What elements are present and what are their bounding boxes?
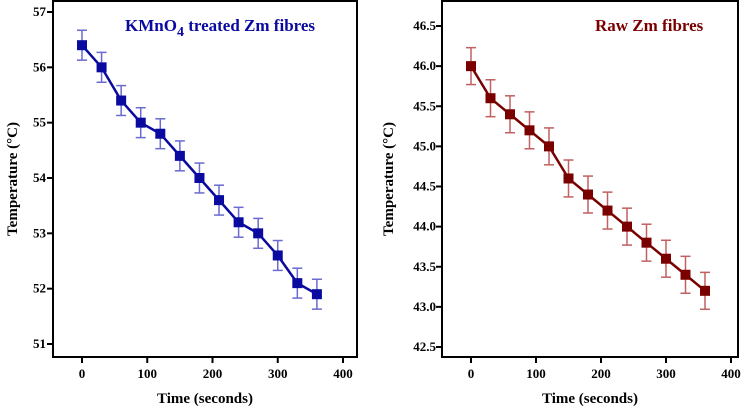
data-point — [602, 205, 613, 216]
x-tick-label: 300 — [656, 366, 676, 381]
x-tick-label: 400 — [333, 366, 353, 381]
data-point — [505, 109, 515, 120]
panel-kmno4: 0 100 200 300 400 51 52 53 54 55 56 57 Time (seconds… — [5, 0, 358, 407]
x-axis-label: Time (seconds) — [157, 391, 253, 407]
data-point — [311, 289, 322, 300]
panel-raw: 0 100 200 300 400 42.5 43.0 43.5 44.0 44.5 45.0 45.… — [381, 0, 741, 407]
data-point — [96, 62, 107, 73]
y-tick-label: 45.5 — [413, 98, 436, 113]
data-point — [174, 150, 185, 161]
data-point — [466, 61, 476, 72]
y-tick-label: 44.5 — [413, 179, 436, 194]
data-point — [641, 237, 652, 248]
x-tick-label: 100 — [138, 366, 158, 381]
x-axis-label: Time (seconds) — [542, 391, 638, 407]
chart-title: KMnO4 treated Zm fibres — [125, 16, 315, 40]
y-tick-label: 52 — [33, 281, 46, 296]
y-tick-label: 42.5 — [413, 339, 436, 354]
y-tick-label: 53 — [33, 225, 47, 240]
x-tick-label: 200 — [591, 366, 611, 381]
data-point — [155, 128, 166, 139]
y-axis-label: Temperature (°C) — [5, 122, 21, 236]
data-point — [233, 217, 244, 228]
data-point — [661, 253, 671, 264]
plot-frame — [441, 0, 739, 358]
title-rest: treated Zm fibres — [184, 16, 315, 35]
data-point — [622, 221, 632, 232]
title-subscript: 4 — [177, 25, 184, 40]
data-point — [194, 173, 205, 183]
data-point — [524, 125, 535, 136]
data-point — [583, 189, 593, 200]
y-tick-label: 56 — [33, 59, 47, 74]
data-point — [116, 95, 127, 106]
y-axis-label: Temperature (°C) — [381, 122, 397, 236]
y-tick-label: 46.0 — [413, 58, 436, 73]
y-tick-label: 44.0 — [413, 219, 436, 234]
x-tick-label: 0 — [468, 366, 475, 381]
data-point — [700, 285, 710, 296]
data-point — [253, 228, 264, 239]
data-point — [485, 93, 496, 104]
x-tick-label: 0 — [79, 366, 86, 381]
y-tick-label: 43.5 — [413, 259, 436, 274]
plot-frame — [52, 0, 358, 358]
data-point — [292, 278, 303, 289]
data-point — [680, 269, 691, 280]
y-tick-label: 55 — [33, 115, 47, 130]
x-tick-label: 400 — [721, 366, 741, 381]
y-tick-label: 45.0 — [413, 138, 436, 153]
data-point — [272, 250, 283, 261]
data-point — [544, 141, 554, 152]
y-tick-label: 46.5 — [413, 18, 436, 33]
y-tick-label: 43.0 — [413, 299, 436, 314]
x-tick-label: 100 — [526, 366, 546, 381]
data-point — [135, 117, 146, 128]
y-tick-label: 57 — [33, 4, 47, 19]
x-tick-label: 200 — [203, 366, 223, 381]
data-point — [77, 40, 87, 51]
x-tick-label: 300 — [268, 366, 288, 381]
data-point — [563, 173, 574, 184]
y-tick-label: 51 — [33, 336, 46, 351]
chart-title: Raw Zm fibres — [595, 16, 704, 35]
y-tick-label: 54 — [33, 170, 47, 185]
title-main: KMnO — [125, 16, 177, 35]
data-point — [214, 195, 225, 206]
